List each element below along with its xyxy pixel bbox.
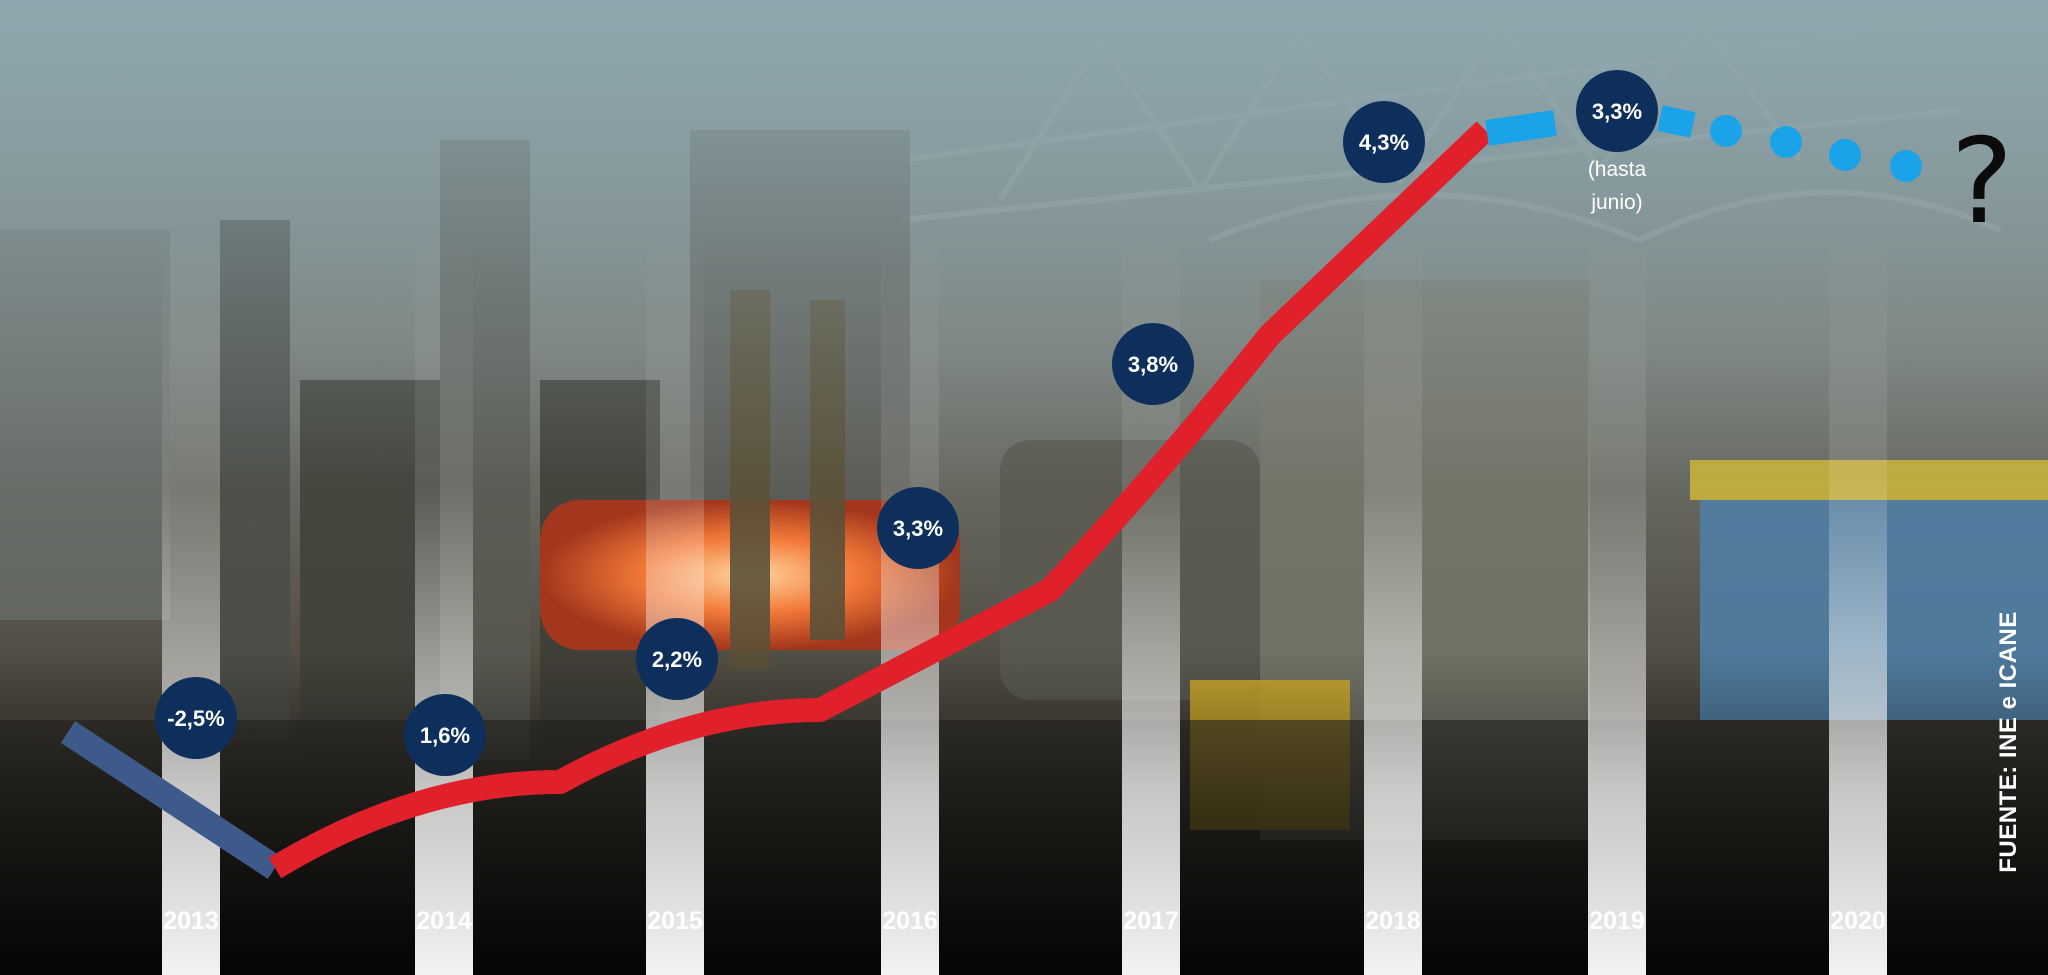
series-segment-2013 <box>60 721 283 879</box>
x-tick-2019: 2019 <box>1589 907 1645 935</box>
column-2020 <box>1829 230 1887 975</box>
projection-dot-3 <box>1829 139 1861 171</box>
series-segment-2019-b <box>1657 105 1696 138</box>
series-segment-2019-a <box>1485 110 1557 146</box>
column-2018 <box>1364 230 1422 975</box>
value-label-2018: 4,3% <box>1359 130 1409 155</box>
value-bubble-2016 <box>877 487 959 569</box>
annotation-line-1: (hasta <box>1588 158 1647 181</box>
value-bubble-2019 <box>1576 70 1658 152</box>
value-label-2013: -2,5% <box>167 706 224 731</box>
x-tick-2018: 2018 <box>1365 907 1421 935</box>
column-2019 <box>1588 230 1646 975</box>
projection-dot-1 <box>1710 115 1742 147</box>
x-tick-2017: 2017 <box>1123 907 1179 935</box>
value-bubble-2013 <box>155 677 237 759</box>
column-2013 <box>162 230 220 975</box>
value-bubble-2014 <box>404 694 486 776</box>
value-label-2015: 2,2% <box>652 647 702 672</box>
x-tick-2020: 2020 <box>1830 907 1886 935</box>
value-bubble-2017 <box>1112 323 1194 405</box>
x-tick-2013: 2013 <box>163 907 219 935</box>
value-bubbles: -2,5% 1,6% 2,2% 3,3% 3,8% 4,3% 3,3% <box>155 70 1658 776</box>
annotation-line-2: junio) <box>1590 191 1642 214</box>
x-tick-2015: 2015 <box>647 907 703 935</box>
column-2014 <box>415 230 473 975</box>
value-label-2017: 3,8% <box>1128 352 1178 377</box>
value-label-2019: 3,3% <box>1592 99 1642 124</box>
annotation-hasta-junio: (hasta junio) <box>1588 158 1647 214</box>
source-label: FUENTE: INE e ICANE <box>1995 611 2022 873</box>
x-tick-2016: 2016 <box>882 907 938 935</box>
column-2015 <box>646 230 704 975</box>
projection-dot-2 <box>1770 126 1802 158</box>
value-bubble-2018 <box>1343 101 1425 183</box>
series-line <box>60 105 1922 879</box>
year-columns <box>162 230 1887 975</box>
series-line-2014-2018 <box>268 121 1494 879</box>
value-label-2014: 1,6% <box>420 723 470 748</box>
value-label-2016: 3,3% <box>893 516 943 541</box>
value-bubble-2015 <box>636 618 718 700</box>
column-2016 <box>881 230 939 975</box>
question-mark-annotation: ? <box>1951 112 2014 250</box>
x-axis-labels: 2013 2014 2015 2016 2017 2018 2019 2020 <box>163 907 1886 935</box>
projection-dot-4 <box>1890 150 1922 182</box>
x-tick-2014: 2014 <box>416 907 472 935</box>
